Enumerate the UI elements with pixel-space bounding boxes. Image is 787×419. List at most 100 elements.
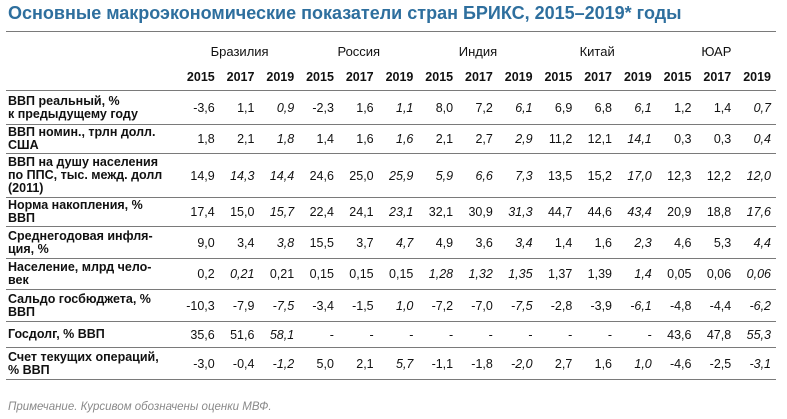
value-cell: 44,7 [537,197,578,227]
value-cell: -6,2 [736,289,776,322]
value-cell: 0,15 [299,258,339,290]
value-cell: 58,1 [259,321,300,348]
value-cell: 1,1 [378,90,419,125]
value-cell: 4,9 [418,226,459,259]
value-cell: -4,4 [696,289,737,322]
value-cell: -6,1 [617,289,657,322]
value-cell: 11,2 [537,124,578,154]
value-cell: 5,9 [418,153,459,198]
value-cell: 25,0 [338,153,379,198]
value-cell: 18,8 [696,197,737,227]
year-header: 2019 [497,64,538,91]
value-cell: -2,3 [299,90,339,125]
value-cell: 6,9 [537,90,578,125]
value-cell: 1,6 [378,124,419,154]
page-title: Основные макроэкономические показатели с… [8,3,682,23]
value-cell: 1,4 [696,90,737,125]
value-cell: 43,4 [617,197,657,227]
value-cell: 2,3 [617,226,657,259]
year-header: 2015 [299,64,339,91]
value-cell: 12,2 [696,153,737,198]
value-cell: 1,4 [537,226,578,259]
row-label: Население, млрд чело- век [6,258,181,290]
country-header: Китай [579,43,615,59]
row-label: ВВП номин., трлн долл. США [6,124,181,154]
value-cell: 0,7 [736,90,776,125]
value-cell: 0,05 [656,258,697,290]
value-cell: 13,5 [537,153,578,198]
value-cell: - [299,321,339,348]
value-cell: 31,3 [497,197,538,227]
table-row: ВВП на душу населения по ППС, тыс. межд.… [6,153,776,198]
value-cell: 2,9 [497,124,538,154]
table-row: ВВП номин., трлн долл. США 1,8 2,1 1,8 1,4 1,… [6,124,776,154]
country-header-row: Бразилия Россия Индия Китай ЮАР [6,38,776,64]
value-cell: 3,4 [219,226,260,259]
value-cell: - [577,321,618,348]
country-header: Индия [458,43,498,59]
row-label: ВВП на душу населения по ППС, тыс. межд.… [6,153,181,198]
value-cell: 3,4 [497,226,538,259]
value-cell: 7,2 [458,90,498,125]
table-row: Госдолг, % ВВП 35,6 51,6 58,1- - - - - - - - -43,6 4… [6,321,776,348]
year-header: 2019 [259,64,300,91]
value-cell: 51,6 [219,321,260,348]
value-cell: 0,21 [259,258,300,290]
value-cell: -7,0 [458,289,498,322]
brics-indicators-table: Бразилия Россия Индия Китай ЮАР 2015 201… [6,38,776,380]
year-header: 2019 [378,64,419,91]
value-cell: - [617,321,657,348]
value-cell: -1,8 [458,347,498,380]
year-header: 2015 [656,64,697,91]
value-cell: 0,15 [378,258,419,290]
value-cell: 0,3 [656,124,697,154]
value-cell: 2,1 [338,347,379,380]
row-label: Среднегодовая инфля- ция, % [6,226,181,259]
value-cell: -3,0 [180,347,220,380]
value-cell: 24,6 [299,153,339,198]
value-cell: - [418,321,459,348]
value-cell: 1,2 [656,90,697,125]
country-header: Бразилия [210,43,269,59]
value-cell: 1,28 [418,258,459,290]
value-cell: 44,6 [577,197,618,227]
value-cell: 1,1 [219,90,260,125]
year-header-row: 2015 2017 2019 2015 2017 2019 2015 2017 … [6,64,776,91]
value-cell: 20,9 [656,197,697,227]
value-cell: 1,6 [577,347,618,380]
value-cell: 15,7 [259,197,300,227]
value-cell: 0,06 [696,258,737,290]
value-cell: 2,1 [418,124,459,154]
value-cell: -2,8 [537,289,578,322]
row-label: Сальдо госбюджета, % ВВП [6,289,181,322]
top-rule [6,31,776,32]
value-cell: -3,4 [299,289,339,322]
year-header: 2015 [537,64,578,91]
value-cell: 6,1 [617,90,657,125]
row-label: Счет текущих операций, % ВВП [6,347,181,380]
value-cell: 0,9 [259,90,300,125]
table-body: ВВП реальный, % к предыдущему году -3,6 1,… [6,90,776,380]
value-cell: - [378,321,419,348]
value-cell: 5,3 [696,226,737,259]
value-cell: 0,4 [736,124,776,154]
value-cell: 12,3 [656,153,697,198]
value-cell: -7,5 [497,289,538,322]
value-cell: 22,4 [299,197,339,227]
value-cell: 23,1 [378,197,419,227]
value-cell: 15,2 [577,153,618,198]
value-cell: 0,06 [736,258,776,290]
year-header: 2019 [617,64,657,91]
value-cell: -10,3 [180,289,220,322]
value-cell: 1,6 [577,226,618,259]
value-cell: 12,1 [577,124,618,154]
value-cell: 2,7 [537,347,578,380]
value-cell: 7,3 [497,153,538,198]
year-header: 2017 [219,64,260,91]
value-cell: 17,0 [617,153,657,198]
value-cell: 15,0 [219,197,260,227]
value-cell: 25,9 [378,153,419,198]
value-cell: - [338,321,379,348]
header-blank [6,38,180,64]
row-label: Госдолг, % ВВП [6,321,181,348]
